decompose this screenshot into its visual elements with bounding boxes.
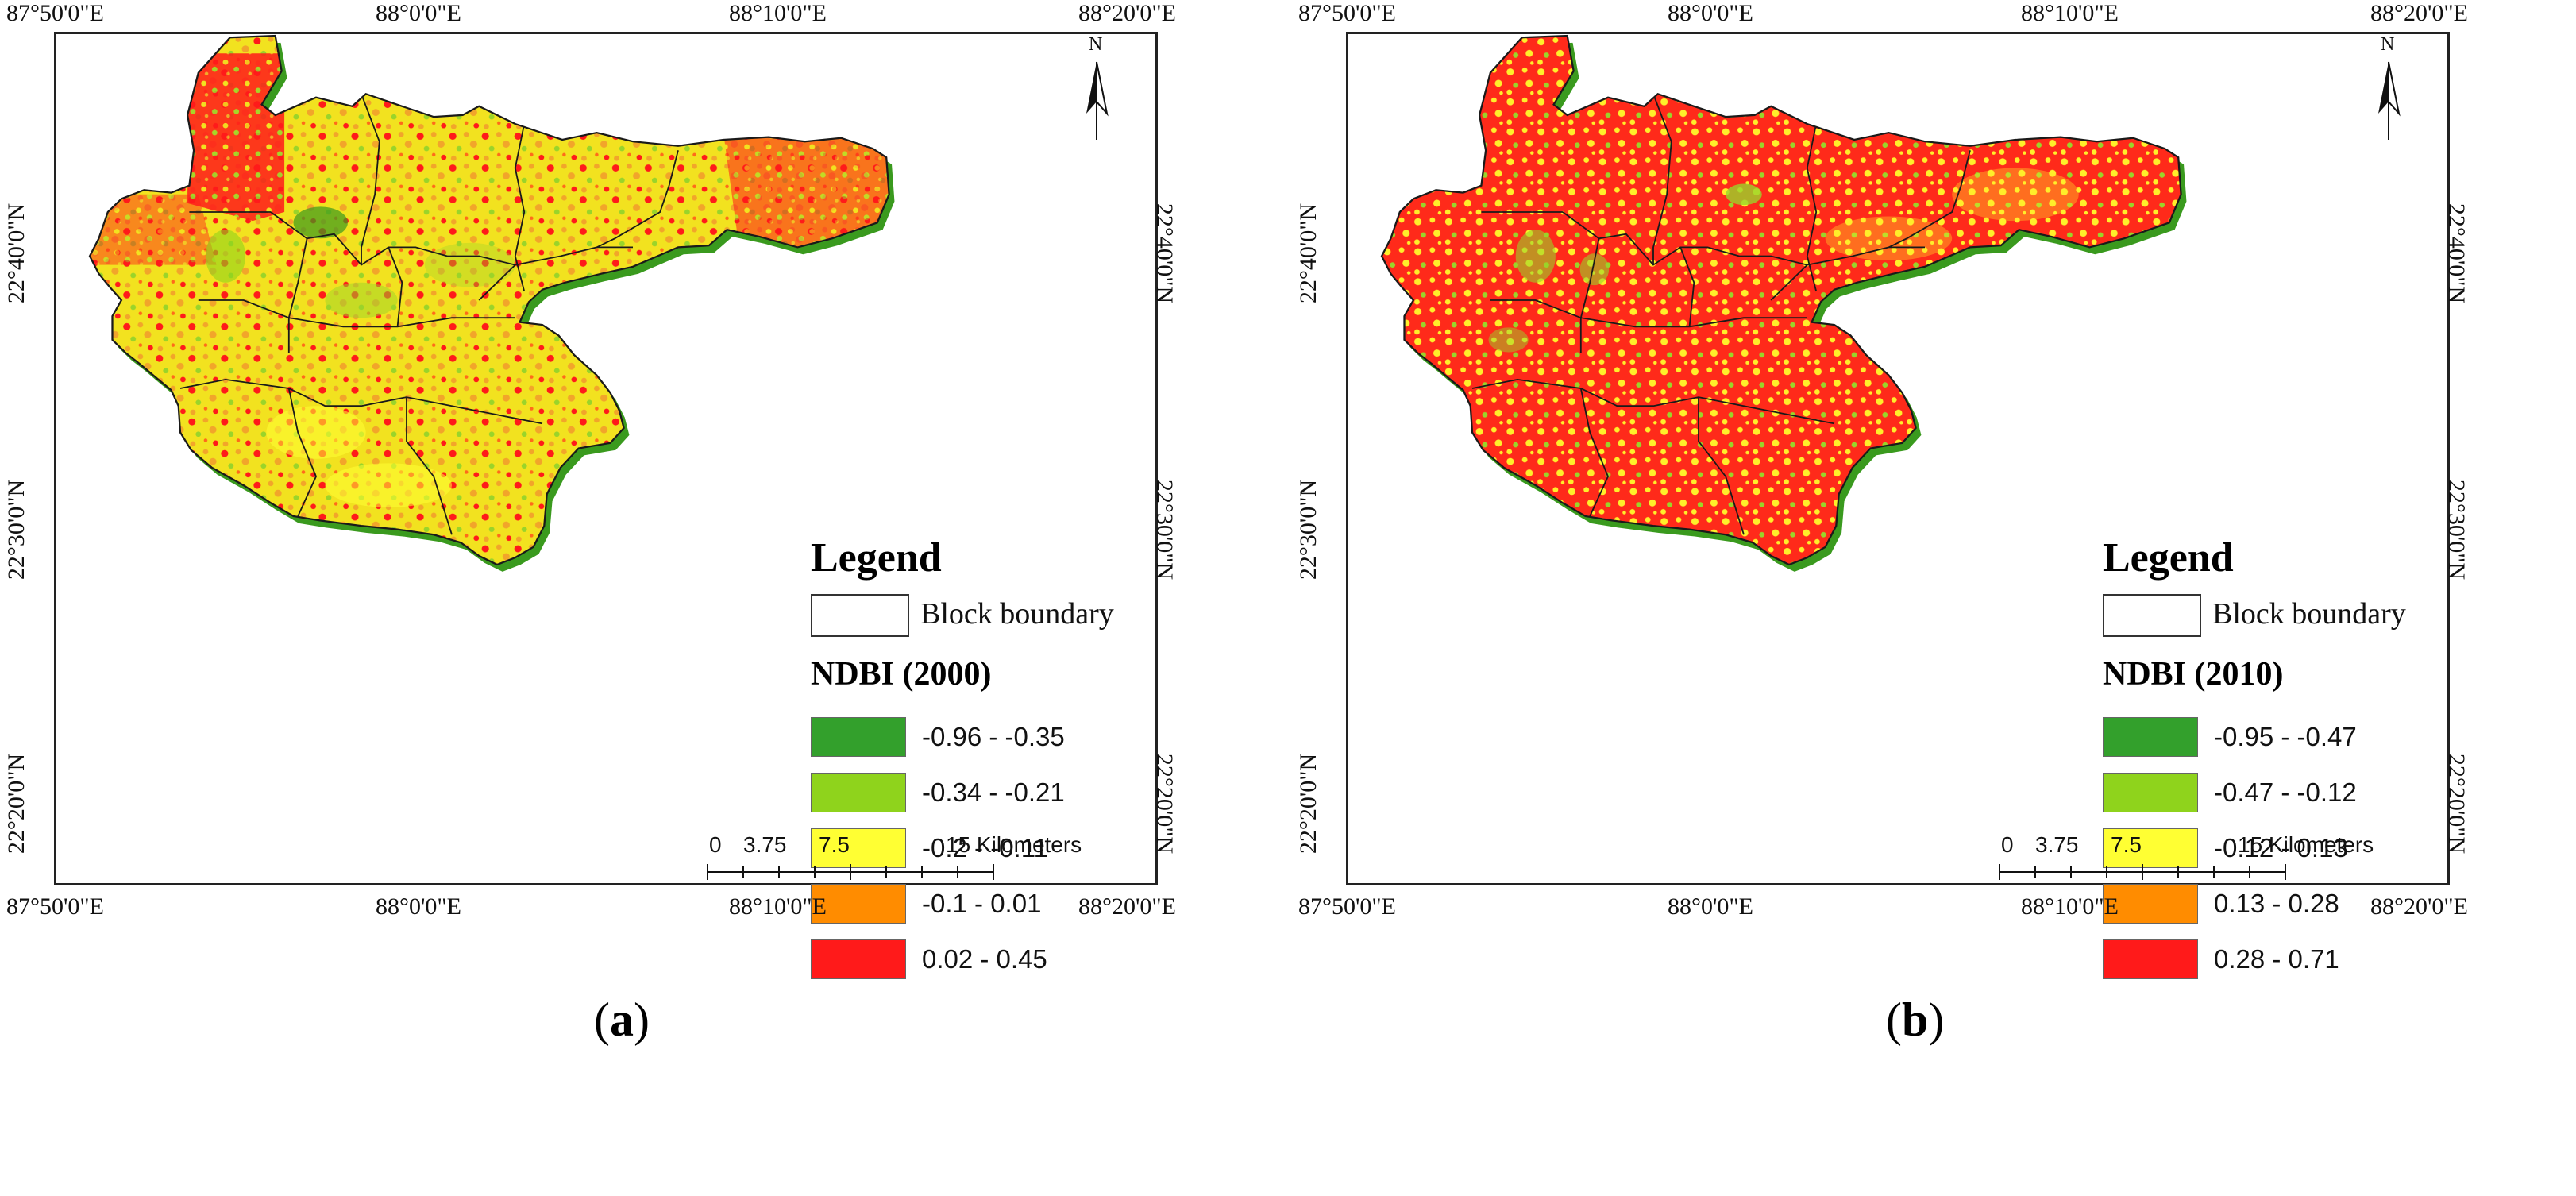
legend-swatch-2 bbox=[2103, 828, 2198, 868]
legend-range-label-1: -0.47 - -0.12 bbox=[2214, 777, 2357, 807]
block-boundary-swatch bbox=[2103, 594, 2201, 637]
bottom-lon-label-2: 88°10'0"E bbox=[2021, 893, 2119, 920]
right-lat-label-0: 22°40'0"N bbox=[2443, 203, 2470, 304]
top-lon-label-1: 88°0'0"E bbox=[376, 0, 461, 26]
right-lat-label-1: 22°30'0"N bbox=[1151, 479, 1178, 581]
legend-swatch-4 bbox=[2103, 939, 2198, 979]
left-lat-label-0: 22°40'0"N bbox=[3, 203, 30, 304]
scale-bar bbox=[707, 864, 994, 880]
left-lat-label-2: 22°20'0"N bbox=[3, 753, 30, 855]
top-lon-label-2: 88°10'0"E bbox=[2021, 0, 2119, 26]
bottom-lon-label-2: 88°10'0"E bbox=[729, 893, 827, 920]
top-lon-label-3: 88°20'0"E bbox=[2370, 0, 2468, 26]
legend-range-label-4: 0.02 - 0.45 bbox=[922, 944, 1047, 974]
north-label: N bbox=[1089, 34, 1103, 55]
legend-swatch-4 bbox=[811, 939, 906, 979]
legend-range-label-0: -0.95 - -0.47 bbox=[2214, 722, 2357, 751]
top-lon-label-1: 88°0'0"E bbox=[1668, 0, 1753, 26]
north-arrow-icon bbox=[2378, 61, 2401, 140]
bottom-lon-label-1: 88°0'0"E bbox=[1668, 893, 1753, 920]
legend-swatch-0 bbox=[2103, 717, 2198, 757]
legend-swatch-0 bbox=[811, 717, 906, 757]
legend-title: Legend bbox=[2103, 535, 2234, 581]
block-boundary-label: Block boundary bbox=[920, 597, 1114, 631]
top-lon-label-3: 88°20'0"E bbox=[1078, 0, 1176, 26]
legend-range-label-2: -0.12 - 0.13 bbox=[2214, 833, 2348, 862]
bottom-lon-label-3: 88°20'0"E bbox=[2370, 893, 2468, 920]
scale-label-1: 3.75 bbox=[2035, 832, 2079, 857]
right-lat-label-2: 22°20'0"N bbox=[2443, 753, 2470, 855]
scale-label-1: 3.75 bbox=[743, 832, 787, 857]
legend-swatch-3 bbox=[2103, 884, 2198, 924]
top-lon-label-2: 88°10'0"E bbox=[729, 0, 827, 26]
legend-swatch-3 bbox=[811, 884, 906, 924]
right-lat-label-2: 22°20'0"N bbox=[1151, 753, 1178, 855]
top-lon-label-0: 87°50'0"E bbox=[1298, 0, 1396, 26]
panel-caption-b: (b) bbox=[1886, 993, 1945, 1046]
legend-swatch-1 bbox=[811, 773, 906, 812]
map-canvas bbox=[88, 34, 895, 572]
map-canvas bbox=[1380, 34, 2187, 572]
north-label: N bbox=[2381, 34, 2395, 55]
legend-range-label-0: -0.96 - -0.35 bbox=[922, 722, 1065, 751]
left-lat-label-1: 22°30'0"N bbox=[1295, 479, 1322, 581]
scale-label-0: 0 bbox=[709, 832, 722, 857]
block-boundaries bbox=[1471, 93, 1971, 535]
legend-swatch-1 bbox=[2103, 773, 2198, 812]
map-frame: N Legend Block boundary NDBI (2010) -0.9… bbox=[1346, 32, 2450, 979]
legend-range-label-3: -0.1 - 0.01 bbox=[922, 889, 1042, 918]
scale-label-3: 15 Kilometers bbox=[2238, 832, 2374, 857]
block-boundary-swatch bbox=[811, 594, 909, 637]
bottom-lon-label-1: 88°0'0"E bbox=[376, 893, 461, 920]
north-arrow-icon bbox=[1086, 61, 1109, 140]
legend-range-label-2: -0.2 - -0.11 bbox=[922, 833, 1048, 862]
scale-label-0: 0 bbox=[2001, 832, 2014, 857]
legend-range-label-4: 0.28 - 0.71 bbox=[2214, 944, 2339, 974]
panel-caption-a: (a) bbox=[594, 993, 650, 1046]
right-lat-label-0: 22°40'0"N bbox=[1151, 203, 1178, 304]
legend-range-label-3: 0.13 - 0.28 bbox=[2214, 889, 2339, 918]
top-lon-label-0: 87°50'0"E bbox=[6, 0, 104, 26]
scale-bar bbox=[1999, 864, 2286, 880]
left-lat-label-1: 22°30'0"N bbox=[3, 479, 30, 581]
bottom-lon-label-0: 87°50'0"E bbox=[1298, 893, 1396, 920]
bottom-lon-label-3: 88°20'0"E bbox=[1078, 893, 1176, 920]
scale-label-2: 7.5 bbox=[819, 832, 850, 857]
legend-swatch-2 bbox=[811, 828, 906, 868]
scale-label-2: 7.5 bbox=[2111, 832, 2142, 857]
ndbi-legend-title: NDBI (2000) bbox=[811, 656, 992, 693]
map-frame: N Legend Block boundary NDBI (2000) -0.9… bbox=[54, 32, 1158, 979]
block-boundary-label: Block boundary bbox=[2212, 597, 2406, 631]
scale-label-3: 15 Kilometers bbox=[946, 832, 1082, 857]
left-lat-label-0: 22°40'0"N bbox=[1295, 203, 1322, 304]
legend-range-label-1: -0.34 - -0.21 bbox=[922, 777, 1065, 807]
legend-title: Legend bbox=[811, 535, 942, 581]
bottom-lon-label-0: 87°50'0"E bbox=[6, 893, 104, 920]
left-lat-label-2: 22°20'0"N bbox=[1295, 753, 1322, 855]
ndbi-legend-title: NDBI (2010) bbox=[2103, 656, 2284, 693]
right-lat-label-1: 22°30'0"N bbox=[2443, 479, 2470, 581]
block-boundaries bbox=[179, 93, 679, 535]
